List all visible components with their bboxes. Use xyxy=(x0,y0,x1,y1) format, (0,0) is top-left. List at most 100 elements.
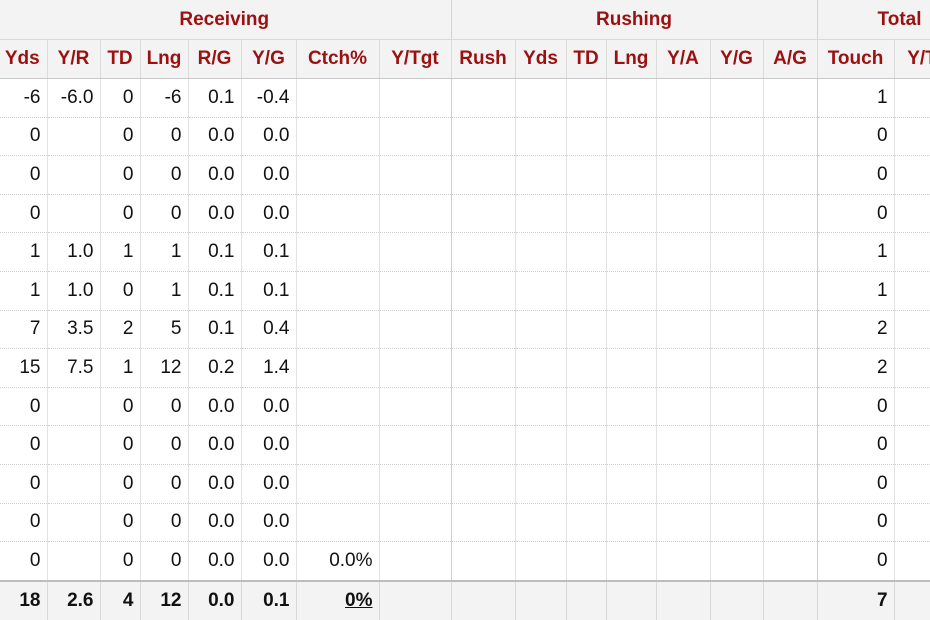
column-header-y-t-16[interactable]: Y/T xyxy=(894,39,930,79)
cell-y-g: 0.0 xyxy=(241,387,297,427)
cell-lng: 0 xyxy=(140,425,189,465)
cell-y-g xyxy=(710,310,764,350)
cell-rush xyxy=(451,348,516,388)
cell-lng xyxy=(606,503,657,543)
cell-a-g xyxy=(763,194,818,234)
cell-y-a xyxy=(656,194,711,234)
cell-rush xyxy=(451,541,516,582)
cell-yds: 0 xyxy=(0,464,48,504)
total-td: 4 xyxy=(100,579,141,620)
cell-lng xyxy=(606,232,657,272)
total-r-g: 0.0 xyxy=(188,579,242,620)
cell-y-g: 0.0 xyxy=(241,155,297,195)
column-header-td-10[interactable]: TD xyxy=(566,39,607,79)
table-row: 0 0 0 0.0 0.0 0 xyxy=(0,194,930,234)
cell-rush xyxy=(451,387,516,427)
column-header-y-a-12[interactable]: Y/A xyxy=(656,39,711,79)
cell-yds xyxy=(515,155,567,195)
cell-td xyxy=(566,348,607,388)
cell-yds xyxy=(515,541,567,582)
total-y-g: 0.1 xyxy=(241,579,297,620)
column-header-td-2[interactable]: TD xyxy=(100,39,141,79)
cell-y-g xyxy=(710,348,764,388)
cell-y-r: 7.5 xyxy=(47,348,101,388)
cell-td xyxy=(566,194,607,234)
cell-a-g xyxy=(763,503,818,543)
cell-yds xyxy=(515,232,567,272)
cell-y-tgt xyxy=(379,348,452,388)
cell-a-g xyxy=(763,464,818,504)
cell-yds: 0 xyxy=(0,194,48,234)
cell-touch: 1 xyxy=(817,271,895,311)
cell-td: 0 xyxy=(100,117,141,157)
column-header-r-g-4[interactable]: R/G xyxy=(188,39,242,79)
column-header-touch-15[interactable]: Touch xyxy=(817,39,895,79)
cell-r-g: 0.1 xyxy=(188,232,242,272)
column-header-yds-9[interactable]: Yds xyxy=(515,39,567,79)
cell-a-g xyxy=(763,310,818,350)
cell-lng xyxy=(606,78,657,118)
cell-rush xyxy=(451,194,516,234)
column-header-rush-8[interactable]: Rush xyxy=(451,39,516,79)
cell-r-g: 0.0 xyxy=(188,194,242,234)
column-header-lng-3[interactable]: Lng xyxy=(140,39,189,79)
cell-y-r xyxy=(47,194,101,234)
table-row: 0 0 0 0.0 0.0 0 xyxy=(0,464,930,504)
cell-y-g: 0.1 xyxy=(241,271,297,311)
cell-ctchpct: 0.0% xyxy=(296,541,380,582)
cell-r-g: 0.1 xyxy=(188,78,242,118)
total-a-g xyxy=(763,579,818,620)
column-header-yds-0[interactable]: Yds xyxy=(0,39,48,79)
cell-lng xyxy=(606,310,657,350)
cell-touch: 0 xyxy=(817,464,895,504)
column-header-y-g-5[interactable]: Y/G xyxy=(241,39,297,79)
cell-a-g xyxy=(763,78,818,118)
group-header-rushing: Rushing xyxy=(451,0,818,40)
column-header-a-g-14[interactable]: A/G xyxy=(763,39,818,79)
cell-a-g xyxy=(763,541,818,582)
cell-r-g: 0.0 xyxy=(188,117,242,157)
cell-y-g: 0.0 xyxy=(241,425,297,465)
cell-lng xyxy=(606,155,657,195)
cell-td xyxy=(566,387,607,427)
cell-lng xyxy=(606,348,657,388)
table-row: 0 0 0 0.0 0.0 0 xyxy=(0,117,930,157)
cell-y-r xyxy=(47,425,101,465)
cell-y-a xyxy=(656,348,711,388)
table-row: 0 0 0 0.0 0.0 0 xyxy=(0,503,930,543)
column-header-y-g-13[interactable]: Y/G xyxy=(710,39,764,79)
column-header-y-r-1[interactable]: Y/R xyxy=(47,39,101,79)
cell-y-a xyxy=(656,541,711,582)
total-y-t xyxy=(894,579,930,620)
cell-y-tgt xyxy=(379,78,452,118)
cell-td xyxy=(566,117,607,157)
cell-a-g xyxy=(763,348,818,388)
cell-y-r xyxy=(47,541,101,582)
column-header-lng-11[interactable]: Lng xyxy=(606,39,657,79)
cell-rush xyxy=(451,271,516,311)
cell-a-g xyxy=(763,232,818,272)
cell-y-tgt xyxy=(379,271,452,311)
cell-y-tgt xyxy=(379,387,452,427)
column-header-ctchpct-6[interactable]: Ctch% xyxy=(296,39,380,79)
group-header-row: Receiving Rushing Total xyxy=(0,0,930,40)
cell-y-a xyxy=(656,387,711,427)
table-row: 0 0 0 0.0 0.0 0 xyxy=(0,155,930,195)
cell-y-tgt xyxy=(379,155,452,195)
cell-a-g xyxy=(763,387,818,427)
table-row: 7 3.5 2 5 0.1 0.4 2 xyxy=(0,310,930,350)
cell-touch: 0 xyxy=(817,503,895,543)
cell-td xyxy=(566,425,607,465)
cell-y-r: -6.0 xyxy=(47,78,101,118)
total-y-a xyxy=(656,579,711,620)
cell-yds xyxy=(515,348,567,388)
cell-lng xyxy=(606,117,657,157)
cell-td xyxy=(566,503,607,543)
cell-y-a xyxy=(656,155,711,195)
column-header-y-tgt-7[interactable]: Y/Tgt xyxy=(379,39,452,79)
cell-lng xyxy=(606,194,657,234)
cell-y-t xyxy=(894,425,930,465)
cell-yds: 0 xyxy=(0,541,48,582)
cell-td: 1 xyxy=(100,232,141,272)
cell-y-g: 0.0 xyxy=(241,464,297,504)
